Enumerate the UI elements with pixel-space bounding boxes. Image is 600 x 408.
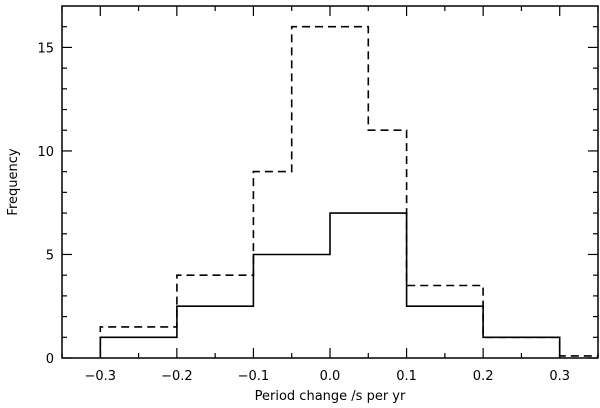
y-axis-label: Frequency <box>6 148 21 215</box>
plot-area-frame <box>61 5 599 359</box>
x-tick-label: 0.0 <box>320 369 341 384</box>
x-tick-label: −0.3 <box>84 369 116 384</box>
y-tick-label: 10 <box>37 145 54 160</box>
x-tick-label: −0.2 <box>161 369 193 384</box>
x-tick-label: 0.3 <box>549 369 570 384</box>
y-tick-label: 15 <box>37 41 54 56</box>
x-tick-label: −0.1 <box>238 369 270 384</box>
y-tick-labels: 0 5 10 15 <box>37 41 54 367</box>
x-tick-label: 0.2 <box>473 369 494 384</box>
series-layer <box>99 25 598 358</box>
solid-histogram-line <box>99 212 561 358</box>
y-tick-label: 0 <box>46 352 54 367</box>
x-axis-label: Period change /s per yr <box>255 389 406 404</box>
x-tick-label: 0.1 <box>396 369 417 384</box>
tick-layer <box>61 6 599 359</box>
y-tick-label: 5 <box>46 248 54 263</box>
dashed-histogram-line <box>99 25 598 358</box>
x-tick-labels: −0.3 −0.2 −0.1 0.0 0.1 0.2 0.3 <box>84 369 570 384</box>
